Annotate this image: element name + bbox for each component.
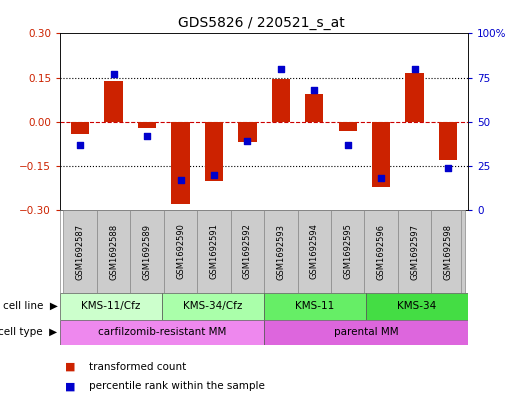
Bar (264, 293, 366, 320)
Bar (298, 210, 331, 293)
Bar (63, 210, 97, 293)
Point (277, 66, 285, 72)
Bar (231, 210, 264, 293)
Point (377, 175, 385, 182)
Bar (130, 210, 164, 293)
Bar (431, 210, 465, 293)
Bar (238, 122, 257, 142)
Text: cell type  ▶: cell type ▶ (0, 327, 58, 337)
Bar (365, 210, 398, 293)
Text: GDS5826 / 220521_s_at: GDS5826 / 220521_s_at (178, 16, 345, 30)
Text: parental MM: parental MM (334, 327, 399, 337)
Bar (105, 81, 123, 122)
Text: percentile rank within the sample: percentile rank within the sample (89, 381, 265, 391)
Text: ■: ■ (65, 381, 76, 391)
Text: GSM1692594: GSM1692594 (310, 224, 319, 279)
Bar (97, 210, 130, 293)
Text: GSM1692587: GSM1692587 (76, 224, 85, 279)
Bar (172, 122, 190, 204)
Bar (398, 210, 431, 293)
Point (310, 87, 319, 93)
Bar (162, 293, 264, 320)
Text: GSM1692598: GSM1692598 (444, 224, 452, 279)
Text: GSM1692592: GSM1692592 (243, 224, 252, 279)
Text: KMS-34: KMS-34 (397, 301, 437, 311)
Text: GSM1692595: GSM1692595 (343, 224, 352, 279)
Text: KMS-34/Cfz: KMS-34/Cfz (184, 301, 243, 311)
Point (76, 141, 84, 148)
Text: KMS-11: KMS-11 (295, 301, 335, 311)
Bar (264, 320, 468, 345)
Bar (264, 210, 298, 293)
Bar (60, 293, 162, 320)
Bar (305, 94, 323, 122)
Point (210, 172, 218, 178)
Text: GSM1692589: GSM1692589 (143, 224, 152, 279)
Point (344, 141, 352, 148)
Point (411, 66, 419, 72)
Text: GSM1692588: GSM1692588 (109, 224, 118, 279)
Point (143, 133, 151, 139)
Bar (405, 73, 424, 122)
Bar (205, 122, 223, 181)
Point (176, 177, 185, 183)
Text: KMS-11/Cfz: KMS-11/Cfz (82, 301, 141, 311)
Bar (138, 122, 156, 128)
Text: GSM1692596: GSM1692596 (377, 224, 385, 279)
Bar (271, 79, 290, 122)
Text: carfilzomib-resistant MM: carfilzomib-resistant MM (98, 327, 226, 337)
Text: GSM1692593: GSM1692593 (276, 224, 286, 279)
Point (444, 165, 452, 171)
Text: cell line  ▶: cell line ▶ (3, 301, 58, 311)
Text: ■: ■ (65, 362, 76, 372)
Bar (366, 293, 468, 320)
Bar (60, 320, 264, 345)
Bar (439, 122, 457, 160)
Text: transformed count: transformed count (89, 362, 186, 372)
Point (243, 138, 252, 144)
Text: GSM1692597: GSM1692597 (410, 224, 419, 279)
Bar (331, 210, 365, 293)
Point (109, 71, 118, 77)
Bar (197, 210, 231, 293)
Bar (372, 122, 390, 187)
Text: GSM1692590: GSM1692590 (176, 224, 185, 279)
Bar (338, 122, 357, 130)
Text: GSM1692591: GSM1692591 (209, 224, 219, 279)
Bar (164, 210, 197, 293)
Bar (71, 122, 89, 134)
